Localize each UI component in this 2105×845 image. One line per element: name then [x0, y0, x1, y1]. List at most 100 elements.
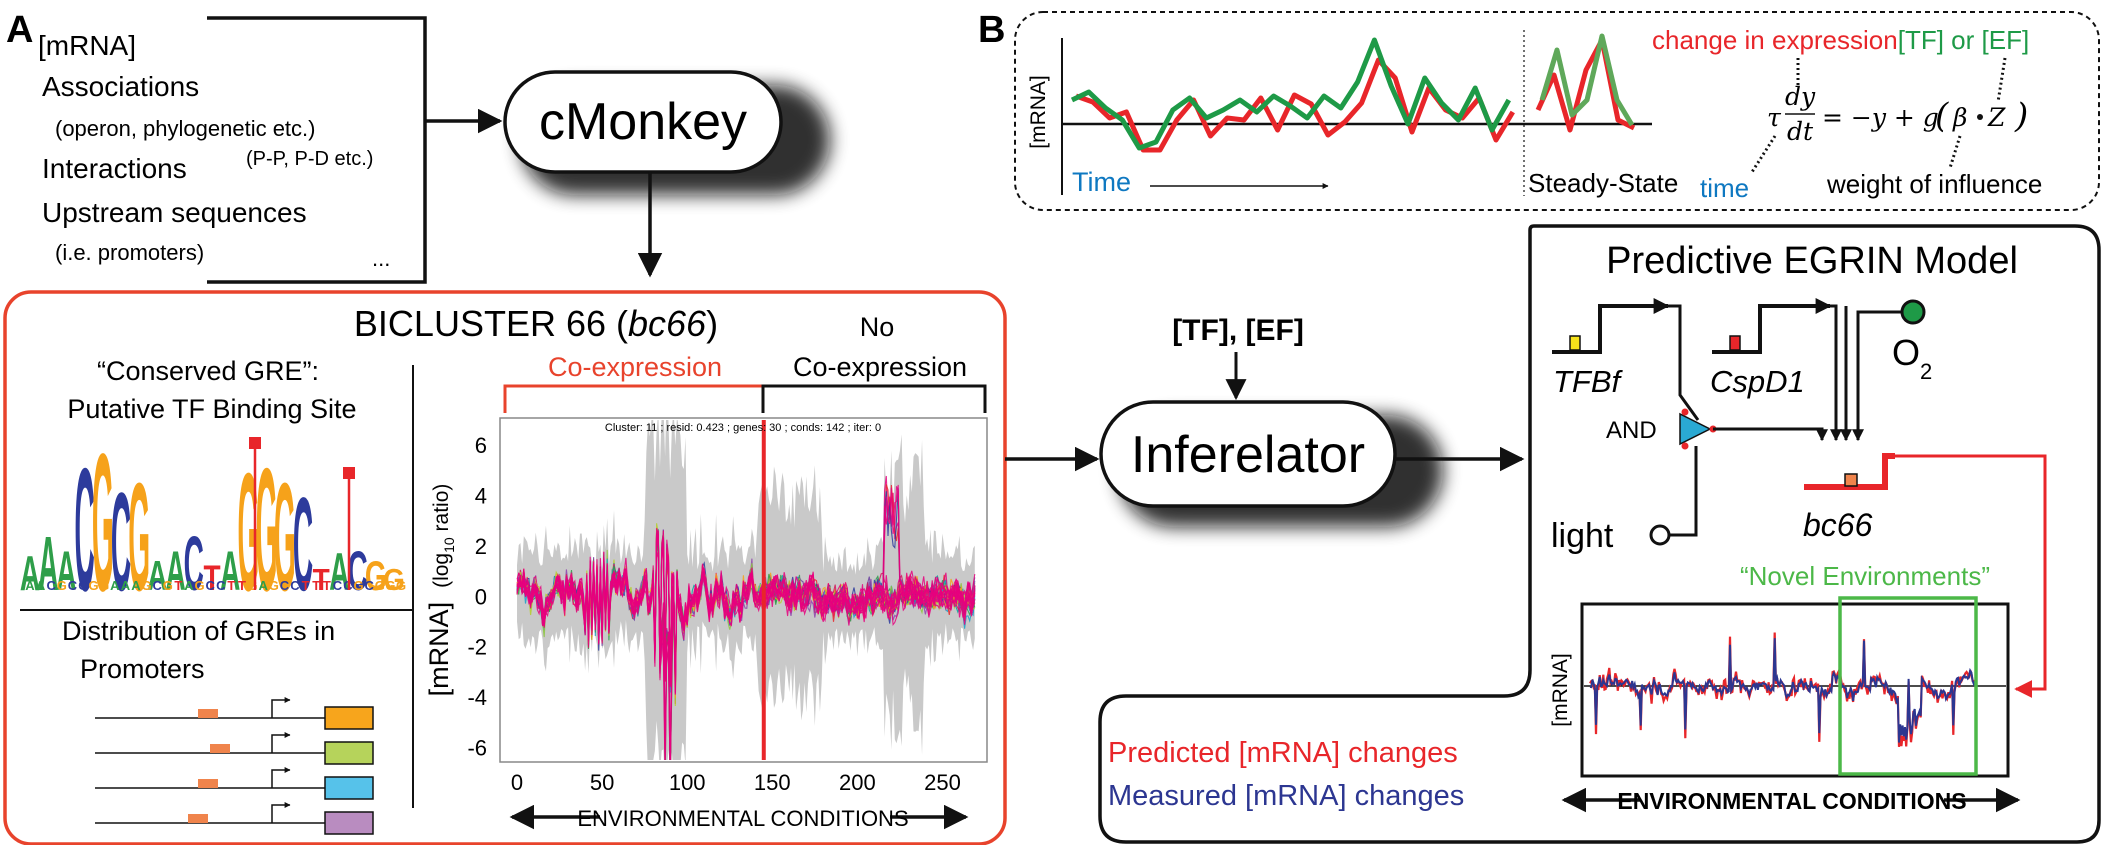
eq-tau: τ: [1767, 103, 1782, 132]
logo-letter: C: [153, 578, 163, 593]
time-note: time: [1700, 173, 1749, 203]
x-tick-labels: 0 50 100 150 200 250: [511, 770, 961, 795]
eq-z: Z: [1987, 103, 2006, 132]
logo-letter: A: [165, 541, 185, 603]
bicluster-title: BICLUSTER 66 (bc66): [354, 303, 718, 344]
gene-box: [324, 741, 374, 765]
o2-node: [1900, 299, 1926, 325]
no-coexpression-label: Co-expression: [793, 352, 967, 382]
dynamics-ylabel: [mRNA]: [1027, 75, 1050, 149]
prediction-xlabel: ENVIRONMENTAL CONDITIONS: [1617, 788, 1966, 814]
novel-environments-label: “Novel Environments”: [1740, 561, 1990, 591]
logo-letter: T: [174, 578, 182, 593]
gate-input-dot: [1681, 442, 1689, 450]
logo-letter: A: [110, 578, 120, 593]
logo-letter: C: [280, 578, 290, 593]
logo-letter: A: [220, 541, 240, 603]
bicluster-box: [3, 290, 1007, 845]
inferelator-label: Inferelator: [1131, 426, 1365, 484]
tf-pointer: [1996, 57, 2007, 103]
x-tick-label: 200: [839, 770, 876, 795]
logo-letter: C: [47, 578, 57, 593]
bc66-label: bc66: [1803, 507, 1873, 543]
and-label: AND: [1606, 417, 1657, 444]
panel-a-letter: A: [6, 9, 33, 51]
y-tick-label: 0: [475, 584, 487, 609]
distribution-title-line2: Promoters: [80, 654, 205, 684]
input-ellipsis: ...: [372, 246, 390, 271]
logo-letter: C: [290, 578, 300, 593]
logo-letter: C: [78, 578, 88, 593]
logo-letter: T: [203, 558, 221, 598]
gre-site: [210, 744, 230, 753]
logo-letter: T: [302, 578, 310, 593]
dynamics-box: [1014, 11, 2100, 211]
x-tick-label: 150: [754, 770, 791, 795]
gre-site: [198, 709, 218, 718]
measured-legend: Measured [mRNA] changes: [1108, 780, 1464, 812]
coexpression-label: Co-expression: [548, 352, 722, 382]
logo-letter: G: [142, 578, 152, 593]
logo-letter: C: [74, 432, 94, 628]
bicluster-xlabel: ENVIRONMENTAL CONDITIONS: [577, 806, 908, 831]
x-tick-label: 250: [924, 770, 961, 795]
logo-letter: A: [184, 578, 194, 593]
tss-arrow: [271, 697, 291, 718]
input-interactions-detail: (P-P, P-D etc.): [246, 148, 373, 170]
logo-letter: G: [396, 578, 406, 593]
beta-pointer: [1948, 135, 1962, 169]
logo-pin-head: [343, 467, 355, 479]
input-mrna: [mRNA]: [38, 30, 136, 61]
logo-letter: C: [111, 465, 131, 620]
weight-note: weight of influence: [1826, 169, 2042, 199]
bc66-gre: [1844, 473, 1858, 487]
x-tick-label: 100: [669, 770, 706, 795]
logo-letter: G: [383, 563, 405, 598]
cspd1-gre: [1729, 335, 1741, 351]
input-upstream: Upstream sequences: [42, 197, 307, 228]
logo-letter: G: [354, 578, 364, 593]
logo-letter: T: [227, 578, 235, 593]
y-tick-labels: -6 -4 -2 0 2 4 6: [467, 433, 487, 760]
gre-site: [188, 814, 208, 823]
logo-letter: G: [195, 578, 205, 593]
tfbf-to-gate-wire: [1668, 304, 1700, 421]
tss-arrow: [271, 767, 291, 788]
cspd1-to-bc66-wire: [1830, 304, 1842, 442]
regulatory-network: TFBf CspD1 O2 AND light bc66: [1551, 298, 2047, 698]
y-tick-label: -4: [467, 685, 487, 710]
predicted-legend: Predicted [mRNA] changes: [1108, 737, 1458, 769]
prediction-ylabel: [mRNA]: [1549, 653, 1572, 727]
logo-letter: A: [121, 578, 131, 593]
light-label: light: [1551, 517, 1614, 555]
tfbf-label: TFBf: [1553, 364, 1624, 399]
logo-letter: G: [128, 452, 150, 623]
logo-letter: T: [238, 578, 246, 593]
panel-b-letter: B: [978, 9, 1005, 51]
y-tick-label: 2: [475, 534, 487, 559]
inferelator-box: [1099, 400, 1397, 508]
cmonkey-label: cMonkey: [539, 93, 747, 151]
logo-letter: G: [375, 578, 385, 593]
egrin-model-box: [1098, 224, 2101, 844]
logo-letter: A: [38, 522, 58, 607]
y-tick-label: 6: [475, 433, 487, 458]
input-bracket: [207, 16, 427, 284]
logo-pins: [249, 437, 355, 590]
logo-letter: G: [163, 578, 173, 593]
prediction-series-group: [1589, 632, 1976, 748]
logo-letter: G: [269, 578, 279, 593]
tss-arrow: [271, 802, 291, 823]
tf-ef-label: [TF], [EF]: [1172, 314, 1304, 347]
o2-label: O2: [1892, 332, 1932, 384]
gene-box: [324, 706, 374, 730]
logo-letter: A: [25, 578, 35, 593]
light-wire: [1668, 446, 1698, 537]
logo-letter: C: [68, 578, 78, 593]
cspd1-promoter: [1712, 304, 1820, 354]
and-gate: [1679, 412, 1712, 446]
expression-series: [516, 528, 976, 695]
red-time-series: [1075, 57, 1515, 153]
